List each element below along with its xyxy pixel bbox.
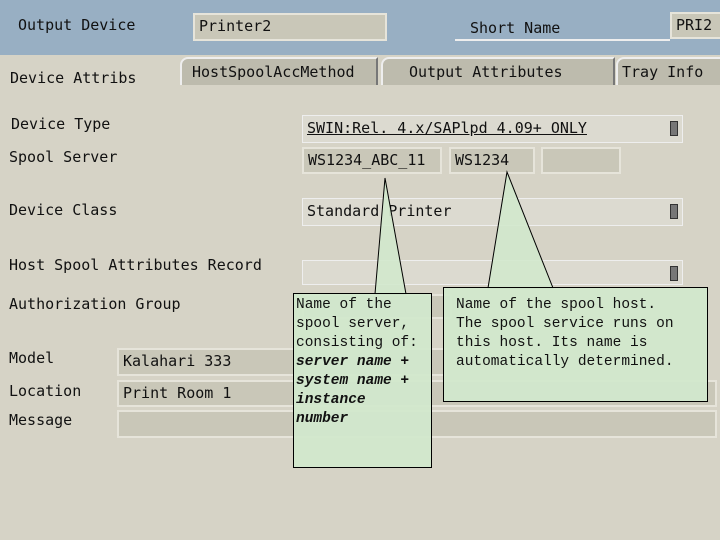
- dropdown-icon[interactable]: [670, 121, 678, 136]
- output-device-label: Output Device: [18, 16, 136, 34]
- tab-output-attributes[interactable]: Output Attributes: [381, 57, 615, 85]
- callout-text: server name +: [296, 354, 410, 370]
- short-name-field[interactable]: PRI2: [670, 12, 720, 39]
- device-class-value: Standard Printer: [307, 202, 452, 220]
- device-type-dropdown[interactable]: SWIN:Rel. 4.x/SAPlpd 4.09+ ONLY: [302, 115, 683, 143]
- tab-host-spool-acc-method[interactable]: HostSpoolAccMethod: [180, 57, 378, 85]
- device-class-dropdown[interactable]: Standard Printer: [302, 198, 683, 226]
- callout-text: The spool service runs on: [456, 316, 674, 332]
- spool-host-field[interactable]: WS1234: [449, 147, 535, 174]
- callout-text: Name of the: [296, 297, 392, 313]
- tab-tray-info[interactable]: Tray Info: [616, 57, 720, 85]
- location-label: Location: [9, 382, 82, 400]
- spool-host-callout: Name of the spool host. The spool servic…: [443, 287, 708, 402]
- model-label: Model: [9, 349, 55, 367]
- short-name-label: Short Name: [470, 19, 561, 37]
- callout-text: this host. Its name is: [456, 335, 648, 351]
- device-type-value: SWIN:Rel. 4.x/SAPlpd 4.09+ ONLY: [307, 119, 587, 137]
- spool-server-label: Spool Server: [9, 148, 118, 166]
- callout-text: Name of the spool host.: [456, 297, 657, 313]
- divider: [455, 39, 670, 41]
- callout-text: automatically determined.: [456, 354, 674, 370]
- message-label: Message: [9, 411, 73, 429]
- callout-text: spool server,: [296, 316, 410, 332]
- output-device-field[interactable]: Printer2: [193, 13, 387, 41]
- dropdown-icon[interactable]: [670, 266, 678, 281]
- callout-text: instance: [296, 392, 366, 408]
- spool-server-callout: Name of the spool server, consisting of:…: [293, 293, 432, 468]
- host-spool-label: Host Spool Attributes Record: [9, 256, 262, 274]
- device-class-label: Device Class: [9, 201, 118, 219]
- spool-server-field[interactable]: WS1234_ABC_11: [302, 147, 442, 174]
- authorization-group-label: Authorization Group: [9, 295, 181, 313]
- device-type-label: Device Type: [11, 115, 111, 133]
- tab-device-attribs[interactable]: Device Attribs: [0, 57, 180, 89]
- dropdown-icon[interactable]: [670, 204, 678, 219]
- callout-text: system name +: [296, 373, 410, 389]
- callout-text: consisting of:: [296, 335, 418, 351]
- callout-text: number: [296, 411, 349, 427]
- spool-extra-field[interactable]: [541, 147, 621, 174]
